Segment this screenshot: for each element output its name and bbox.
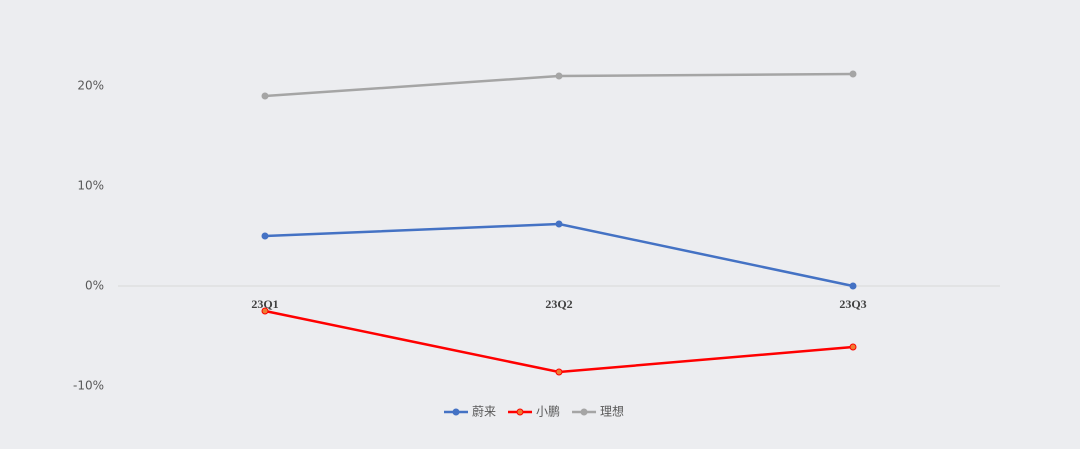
x-tick-label: 23Q2	[545, 297, 572, 311]
point	[261, 92, 269, 100]
point	[555, 72, 563, 80]
y-tick-label: -10%	[73, 379, 104, 393]
series-line	[264, 222, 854, 288]
legend: 蔚来 小鹏 理想	[444, 404, 624, 419]
point	[555, 220, 563, 228]
series-line	[264, 309, 854, 374]
point	[261, 307, 269, 315]
legend-marker	[516, 408, 524, 416]
legend-label: 理想	[600, 404, 624, 419]
legend-label: 蔚来	[472, 405, 496, 419]
x-tick-label: 23Q1	[251, 297, 278, 311]
point	[555, 368, 563, 376]
y-tick-label: 0%	[85, 279, 104, 293]
legend-marker	[452, 408, 460, 416]
point	[261, 232, 269, 240]
legend-marker	[580, 408, 588, 416]
y-tick-label: 20%	[77, 79, 104, 93]
point	[849, 70, 857, 78]
y-tick-label: 10%	[77, 179, 104, 193]
point	[849, 343, 857, 351]
legend-label: 小鹏	[536, 405, 560, 419]
x-tick-label: 23Q3	[839, 297, 866, 311]
point	[849, 282, 857, 290]
